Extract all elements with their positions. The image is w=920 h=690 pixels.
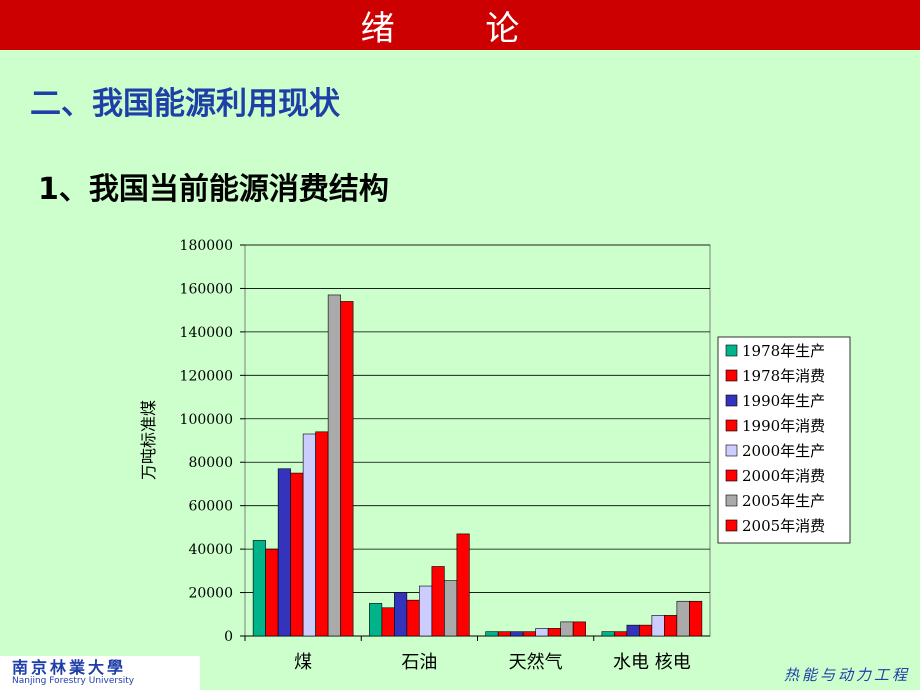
bar <box>327 294 341 637</box>
x-tick-label: 水电 核电 <box>613 652 691 673</box>
legend-label: 2000年消费 <box>742 467 825 485</box>
legend-swatch <box>725 444 738 457</box>
y-tick-label: 100000 <box>180 412 233 428</box>
legend-label: 1978年消费 <box>742 367 825 385</box>
legend-label: 1978年生产 <box>742 342 825 360</box>
legend-label: 2000年生产 <box>742 442 825 460</box>
y-tick-label: 0 <box>224 629 233 645</box>
legend-label: 1990年生产 <box>742 392 825 410</box>
bar <box>522 631 536 637</box>
y-tick-label: 20000 <box>188 586 233 602</box>
y-axis-label: 万吨标准煤 <box>139 400 158 480</box>
bar <box>560 621 574 637</box>
bar <box>651 615 665 637</box>
subheading: 1、我国当前能源消费结构 <box>38 172 389 207</box>
bar <box>535 628 549 637</box>
page-title: 绪 论 <box>360 8 560 49</box>
legend-label: 2005年生产 <box>742 492 825 510</box>
bar <box>485 631 499 637</box>
x-tick-label: 石油 <box>401 652 437 673</box>
legend-swatch <box>725 494 738 507</box>
bar <box>497 631 511 637</box>
x-tick-label: 天然气 <box>509 652 563 673</box>
legend-label: 1990年消费 <box>742 417 825 435</box>
y-tick-label: 40000 <box>188 542 233 558</box>
y-tick-label: 180000 <box>180 238 233 254</box>
legend-swatch <box>725 369 738 382</box>
bar <box>547 628 561 637</box>
legend-swatch <box>725 419 738 432</box>
section-heading: 二、我国能源利用现状 <box>30 86 340 122</box>
bar <box>664 615 678 637</box>
title-bar: 绪 论 <box>0 0 920 50</box>
legend-swatch <box>725 344 738 357</box>
bar <box>510 631 524 637</box>
bar <box>444 580 458 637</box>
bar <box>456 533 470 637</box>
logo-chinese-name: 南京林業大學 <box>12 657 127 677</box>
bar <box>265 548 279 637</box>
bar <box>626 624 640 637</box>
y-tick-label: 60000 <box>188 499 233 515</box>
bar <box>394 592 408 637</box>
department-label: 热能与动力工程 <box>783 666 910 684</box>
bar <box>290 472 304 637</box>
bar <box>315 431 329 637</box>
bar <box>406 599 420 637</box>
legend-swatch <box>725 469 738 482</box>
bar <box>340 301 354 637</box>
bar <box>614 631 628 637</box>
bar <box>689 600 703 637</box>
bar <box>639 624 653 637</box>
y-tick-label: 120000 <box>180 368 233 384</box>
bar <box>601 631 615 637</box>
bar <box>252 540 266 637</box>
bar <box>381 607 395 637</box>
legend <box>717 336 851 544</box>
bar <box>431 566 445 637</box>
bar <box>302 433 316 637</box>
y-tick-label: 80000 <box>188 455 233 471</box>
x-tick-label: 煤 <box>294 652 312 673</box>
bar <box>419 585 433 637</box>
university-logo: 南京林業大學 Nanjing Forestry University <box>0 656 200 690</box>
logo-english-name: Nanjing Forestry University <box>12 675 135 686</box>
y-tick-label: 160000 <box>180 281 233 297</box>
bar <box>676 600 690 637</box>
legend-swatch <box>725 519 738 532</box>
bar <box>277 468 291 637</box>
bar <box>369 603 383 637</box>
bar <box>572 621 586 637</box>
y-tick-label: 140000 <box>180 325 233 341</box>
legend-swatch <box>725 394 738 407</box>
legend-label: 2005年消费 <box>742 517 825 535</box>
